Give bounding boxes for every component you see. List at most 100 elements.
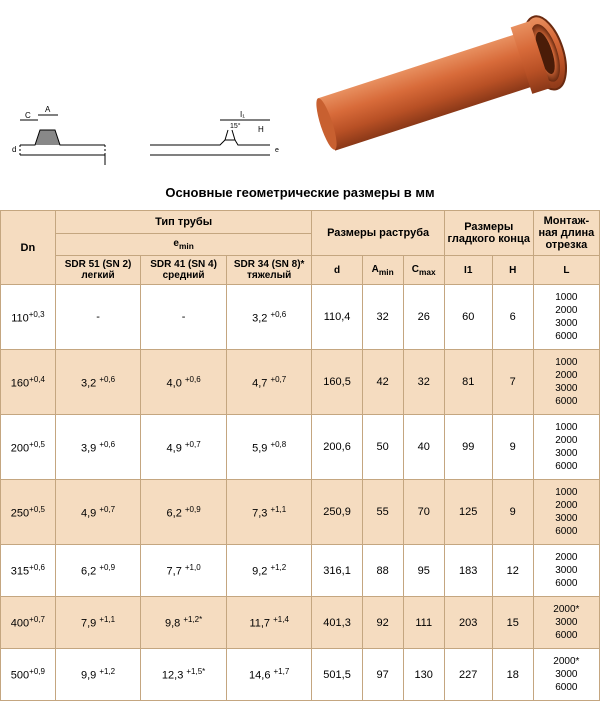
- table-cell: 9,2 +1,2: [226, 545, 312, 597]
- table-cell: 3,2 +0,6: [55, 350, 141, 415]
- table-cell: 110+0,3: [1, 285, 56, 350]
- col-mount-len: Монтаж-ная длина отрезка: [533, 211, 599, 256]
- table-cell: 88: [362, 545, 403, 597]
- table-cell: 9: [492, 480, 533, 545]
- svg-text:I₁: I₁: [240, 110, 245, 119]
- col-d: d: [312, 256, 362, 285]
- table-row: 110+0,3--3,2 +0,6110,4322660610002000300…: [1, 285, 600, 350]
- col-i1: I1: [444, 256, 492, 285]
- table-cell: 7: [492, 350, 533, 415]
- table-cell: 316,1: [312, 545, 362, 597]
- col-sdr41: SDR 41 (SN 4) средний: [141, 256, 227, 285]
- dimensions-table: Dn Тип трубы Размеры раструба Размеры гл…: [0, 210, 600, 701]
- table-cell: 160+0,4: [1, 350, 56, 415]
- table-cell: 2000*30006000: [533, 649, 599, 701]
- table-cell: 111: [403, 597, 444, 649]
- table-cell: 60: [444, 285, 492, 350]
- col-smooth-end: Размеры гладкого конца: [444, 211, 533, 256]
- table-cell: 42: [362, 350, 403, 415]
- table-cell: 99: [444, 415, 492, 480]
- table-cell: 9,9 +1,2: [55, 649, 141, 701]
- table-cell: 12,3 +1,5*: [141, 649, 227, 701]
- table-cell: 9,8 +1,2*: [141, 597, 227, 649]
- table-cell: 1000200030006000: [533, 415, 599, 480]
- table-cell: 130: [403, 649, 444, 701]
- table-cell: 2000*30006000: [533, 597, 599, 649]
- table-cell: -: [141, 285, 227, 350]
- table-cell: 5,9 +0,8: [226, 415, 312, 480]
- table-cell: 6,2 +0,9: [55, 545, 141, 597]
- col-dn: Dn: [1, 211, 56, 285]
- table-cell: 92: [362, 597, 403, 649]
- table-row: 200+0,53,9 +0,64,9 +0,75,9 +0,8200,65040…: [1, 415, 600, 480]
- header-area: A C I₁ H d 15° e Основные геометрические…: [0, 0, 600, 210]
- col-cmax: Cmax: [403, 256, 444, 285]
- table-cell: 500+0,9: [1, 649, 56, 701]
- col-sdr51: SDR 51 (SN 2) легкий: [55, 256, 141, 285]
- table-cell: 4,9 +0,7: [55, 480, 141, 545]
- table-cell: 6: [492, 285, 533, 350]
- table-cell: 40: [403, 415, 444, 480]
- table-cell: 200+0,5: [1, 415, 56, 480]
- table-cell: 15: [492, 597, 533, 649]
- table-cell: 3,9 +0,6: [55, 415, 141, 480]
- table-cell: 6,2 +0,9: [141, 480, 227, 545]
- col-emin: emin: [55, 234, 312, 256]
- table-cell: 26: [403, 285, 444, 350]
- table-cell: 7,7 +1,0: [141, 545, 227, 597]
- table-cell: 18: [492, 649, 533, 701]
- table-cell: 11,7 +1,4: [226, 597, 312, 649]
- table-cell: 7,3 +1,1: [226, 480, 312, 545]
- table-cell: 55: [362, 480, 403, 545]
- table-cell: 203: [444, 597, 492, 649]
- table-cell: -: [55, 285, 141, 350]
- table-cell: 70: [403, 480, 444, 545]
- table-cell: 50: [362, 415, 403, 480]
- col-l: L: [533, 256, 599, 285]
- table-cell: 400+0,7: [1, 597, 56, 649]
- table-cell: 160,5: [312, 350, 362, 415]
- col-amin: Amin: [362, 256, 403, 285]
- svg-text:H: H: [258, 125, 264, 134]
- table-row: 315+0,66,2 +0,97,7 +1,09,2 +1,2316,18895…: [1, 545, 600, 597]
- main-title: Основные геометрические размеры в мм: [0, 185, 600, 200]
- table-cell: 95: [403, 545, 444, 597]
- table-row: 500+0,99,9 +1,212,3 +1,5*14,6 +1,7501,59…: [1, 649, 600, 701]
- table-cell: 125: [444, 480, 492, 545]
- table-cell: 12: [492, 545, 533, 597]
- table-cell: 1000200030006000: [533, 480, 599, 545]
- table-header: Dn Тип трубы Размеры раструба Размеры гл…: [1, 211, 600, 285]
- table-cell: 32: [362, 285, 403, 350]
- table-cell: 110,4: [312, 285, 362, 350]
- svg-text:A: A: [45, 105, 51, 114]
- table-cell: 250+0,5: [1, 480, 56, 545]
- col-sdr34: SDR 34 (SN 8)* тяжелый: [226, 256, 312, 285]
- table-cell: 32: [403, 350, 444, 415]
- pipe-photo: [280, 0, 600, 170]
- table-cell: 501,5: [312, 649, 362, 701]
- table-cell: 3,2 +0,6: [226, 285, 312, 350]
- table-cell: 1000200030006000: [533, 350, 599, 415]
- table-cell: 97: [362, 649, 403, 701]
- table-cell: 9: [492, 415, 533, 480]
- table-cell: 7,9 +1,1: [55, 597, 141, 649]
- svg-text:e: e: [275, 147, 279, 154]
- table-row: 160+0,43,2 +0,64,0 +0,64,7 +0,7160,54232…: [1, 350, 600, 415]
- table-cell: 183: [444, 545, 492, 597]
- table-cell: 200,6: [312, 415, 362, 480]
- table-cell: 4,9 +0,7: [141, 415, 227, 480]
- table-body: 110+0,3--3,2 +0,6110,4322660610002000300…: [1, 285, 600, 701]
- table-cell: 4,0 +0,6: [141, 350, 227, 415]
- table-cell: 401,3: [312, 597, 362, 649]
- col-socket: Размеры раструба: [312, 211, 444, 256]
- table-cell: 250,9: [312, 480, 362, 545]
- svg-text:d: d: [12, 145, 16, 154]
- table-cell: 1000200030006000: [533, 285, 599, 350]
- svg-text:15°: 15°: [230, 122, 241, 130]
- table-cell: 14,6 +1,7: [226, 649, 312, 701]
- table-cell: 227: [444, 649, 492, 701]
- table-cell: 315+0,6: [1, 545, 56, 597]
- technical-diagram: A C I₁ H d 15° e: [10, 90, 290, 180]
- table-cell: 81: [444, 350, 492, 415]
- col-h: H: [492, 256, 533, 285]
